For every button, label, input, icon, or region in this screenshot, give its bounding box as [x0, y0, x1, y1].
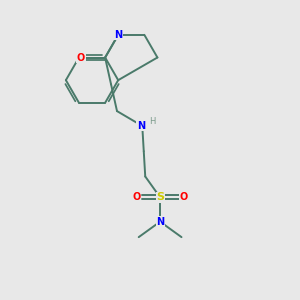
Text: S: S — [156, 192, 164, 202]
Text: O: O — [77, 52, 85, 63]
Text: H: H — [149, 117, 156, 126]
Text: O: O — [180, 192, 188, 202]
Text: N: N — [114, 30, 122, 40]
Text: O: O — [132, 192, 140, 202]
Text: N: N — [156, 217, 164, 227]
Text: N: N — [137, 121, 145, 131]
